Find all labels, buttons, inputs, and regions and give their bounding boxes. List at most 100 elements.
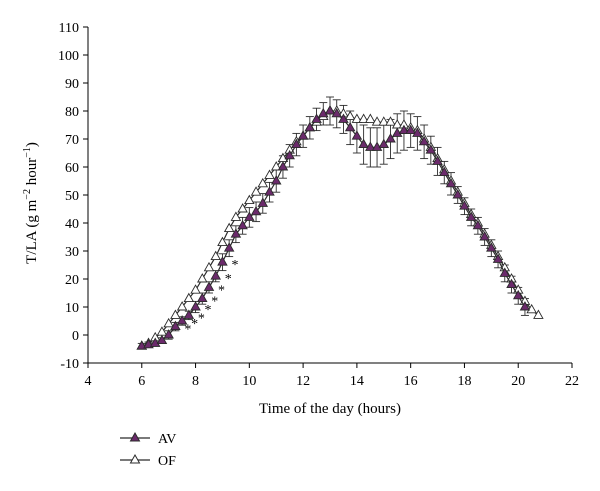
data-point-of bbox=[526, 303, 537, 314]
data-point-av bbox=[318, 107, 329, 118]
data-point-av bbox=[439, 166, 450, 177]
data-point-av bbox=[217, 256, 228, 266]
data-point-of bbox=[170, 309, 181, 319]
data-point-of bbox=[237, 203, 248, 213]
data-point-av bbox=[512, 289, 524, 300]
data-point-of bbox=[230, 211, 242, 221]
data-point-av bbox=[156, 334, 168, 345]
data-point-of bbox=[257, 177, 269, 188]
data-point-av bbox=[237, 219, 248, 230]
legend-marker-av bbox=[129, 431, 141, 442]
significance-marker: * bbox=[231, 258, 238, 273]
data-point-av bbox=[519, 301, 531, 311]
data-point-av bbox=[398, 124, 410, 135]
data-point-of bbox=[385, 116, 396, 126]
data-point-av bbox=[344, 121, 356, 132]
data-point-av bbox=[277, 161, 289, 171]
x-tick-label: 12 bbox=[296, 374, 310, 389]
data-point-of bbox=[210, 250, 221, 261]
x-axis-title: Time of the day (hours) bbox=[259, 401, 401, 417]
data-point-av bbox=[371, 141, 383, 151]
legend-item-av: AV bbox=[120, 431, 176, 447]
legend-item-of: OF bbox=[120, 453, 176, 469]
data-point-of bbox=[176, 301, 188, 311]
data-point-of bbox=[344, 110, 356, 121]
data-point-of bbox=[197, 273, 208, 283]
y-axis-title-sup2: −1 bbox=[22, 147, 33, 158]
data-point-of bbox=[183, 292, 195, 303]
significance-marker: * bbox=[211, 295, 218, 310]
data-point-av bbox=[465, 211, 477, 221]
data-point-av bbox=[425, 144, 437, 154]
data-point-av bbox=[149, 337, 161, 347]
legend-label-of: OF bbox=[158, 454, 176, 469]
data-point-av bbox=[311, 113, 322, 123]
data-point-of bbox=[351, 113, 363, 123]
x-tick-label: 6 bbox=[138, 374, 145, 389]
significance-marker: * bbox=[191, 317, 198, 332]
data-point-of bbox=[533, 309, 544, 319]
data-point-of bbox=[358, 113, 369, 123]
data-point-av bbox=[176, 315, 188, 325]
x-tick-label: 14 bbox=[350, 374, 364, 389]
plot-area: * * ****** bbox=[136, 96, 544, 350]
data-point-av bbox=[324, 105, 336, 115]
data-point-av bbox=[291, 138, 302, 149]
data-point-av bbox=[183, 309, 195, 319]
significance-marker: * bbox=[184, 323, 191, 338]
y-tick-label: 40 bbox=[65, 217, 79, 232]
data-point-of bbox=[365, 113, 376, 123]
data-point-av bbox=[338, 113, 349, 123]
data-point-av bbox=[472, 219, 484, 230]
data-point-of bbox=[217, 236, 228, 247]
data-point-av bbox=[385, 133, 396, 143]
data-point-av bbox=[486, 242, 497, 252]
significance-marker: * bbox=[205, 303, 212, 318]
significance-markers: * * ****** bbox=[184, 258, 238, 337]
data-point-av bbox=[304, 121, 316, 132]
significance-marker: * bbox=[218, 283, 225, 298]
data-point-of bbox=[270, 161, 282, 171]
error-bars-av bbox=[137, 96, 529, 350]
y-axis-title-sup1: −2 bbox=[22, 189, 33, 200]
data-point-av bbox=[432, 155, 443, 165]
data-point-av bbox=[297, 130, 309, 140]
data-point-av bbox=[264, 186, 275, 196]
data-point-av bbox=[223, 242, 235, 252]
data-point-of bbox=[378, 116, 390, 126]
data-point-av bbox=[250, 205, 262, 216]
x-tick-label: 8 bbox=[192, 374, 199, 389]
data-point-av bbox=[284, 149, 295, 160]
data-point-av bbox=[479, 231, 490, 241]
x-tick-label: 22 bbox=[565, 374, 579, 389]
y-tick-label: 10 bbox=[65, 301, 79, 316]
data-point-av bbox=[459, 200, 470, 210]
y-tick-label: 0 bbox=[72, 329, 79, 344]
legend: AV OF bbox=[120, 431, 176, 469]
data-point-av bbox=[163, 329, 174, 339]
data-point-of bbox=[244, 194, 255, 205]
data-point-av bbox=[230, 228, 242, 238]
data-point-av bbox=[418, 135, 430, 146]
data-point-of bbox=[250, 186, 262, 196]
y-tick-label: 110 bbox=[59, 21, 79, 36]
legend-marker-of bbox=[129, 453, 141, 464]
data-point-av bbox=[197, 292, 208, 303]
x-axis: 4 6 8 10 12 14 16 18 20 22 bbox=[85, 362, 579, 389]
y-tick-label: 70 bbox=[65, 133, 79, 148]
data-point-av bbox=[492, 253, 504, 263]
data-point-av bbox=[391, 127, 403, 137]
significance-marker: * bbox=[198, 311, 205, 326]
y-tick-label: 90 bbox=[65, 77, 79, 92]
x-tick-label: 16 bbox=[404, 374, 418, 389]
data-point-av bbox=[257, 197, 269, 207]
data-point-av bbox=[190, 301, 201, 311]
legend-label-av: AV bbox=[158, 432, 176, 447]
y-axis: -10 0 10 20 30 40 50 60 70 80 90 100 110 bbox=[58, 21, 89, 372]
data-point-of bbox=[163, 317, 174, 328]
data-point-av bbox=[203, 281, 215, 291]
y-tick-label: -10 bbox=[60, 357, 79, 372]
data-point-av bbox=[331, 107, 342, 118]
data-point-av bbox=[210, 270, 221, 280]
data-point-of bbox=[264, 169, 275, 179]
